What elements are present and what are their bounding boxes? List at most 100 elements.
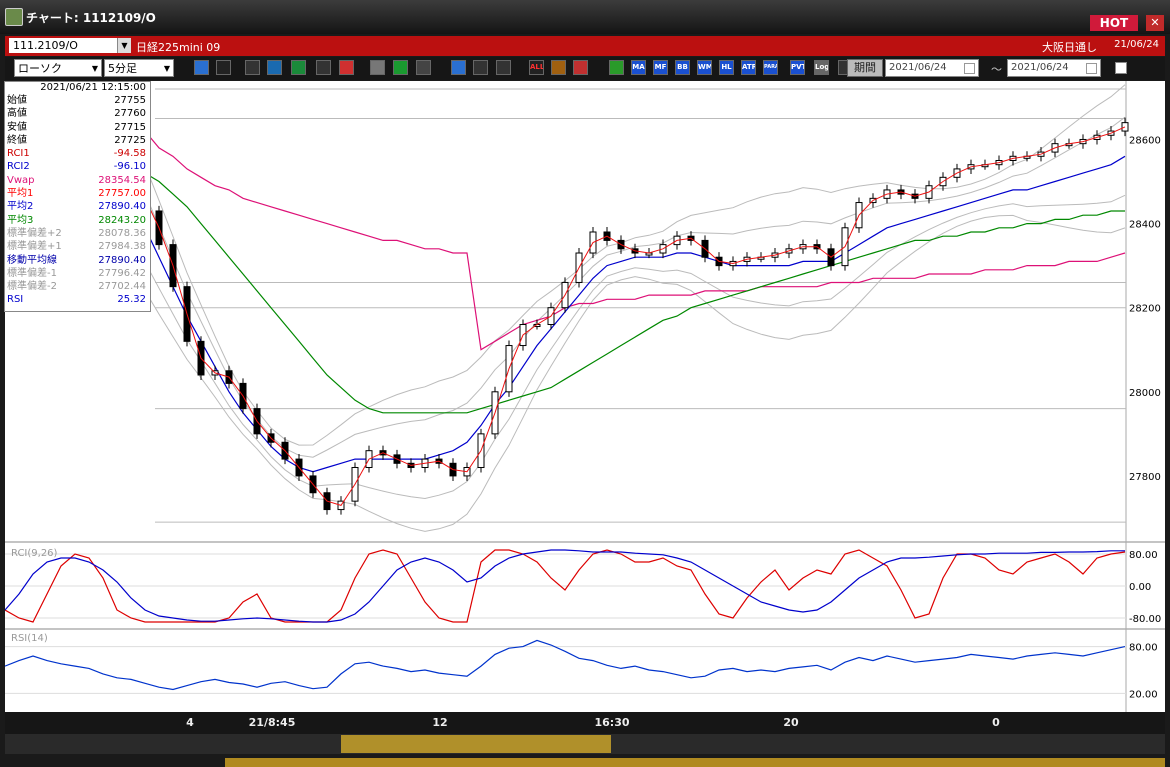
data-window: 2021/06/21 12:15:00 始値 27755 高値 27760 安値 2771…	[4, 81, 151, 312]
ma-icon[interactable]: MA	[631, 60, 646, 75]
cursor-icon[interactable]	[267, 60, 282, 75]
data-window-key: 平均2	[7, 201, 34, 213]
chart-toolbar: ローソク▼ 5分足▼ ALL MA MF BB WMR HL ATR PARA PVT Log 期…	[5, 57, 1165, 80]
rsi-tick-label: 20.00	[1129, 689, 1158, 700]
prev-bar-icon[interactable]	[473, 60, 488, 75]
bollinger-band-line	[4, 176, 1126, 532]
data-window-value: 27984.38	[98, 241, 146, 253]
calendar-icon[interactable]	[964, 63, 975, 74]
date-from-field[interactable]: 2021/06/24	[885, 59, 979, 77]
data-window-value: 27702.44	[98, 281, 146, 293]
para-icon[interactable]: PARA	[763, 60, 778, 75]
crosshair-icon[interactable]	[216, 60, 231, 75]
data-window-row: 標準偏差-2 27702.44	[5, 280, 150, 293]
all-icon[interactable]: ALL	[529, 60, 544, 75]
data-window-row: 移動平均線 27890.40	[5, 254, 150, 267]
chart-area[interactable]: 28600 28400 28200 28000 27800 80.00 0.00 -80.00…	[1, 77, 1165, 712]
data-window-key: 標準偏差+2	[7, 227, 62, 239]
data-window-value: 27890.40	[98, 254, 146, 266]
line-icon[interactable]	[370, 60, 385, 75]
rsi-panel-label: RSI(14)	[11, 633, 48, 644]
price-tick-label: 27800	[1129, 472, 1161, 483]
data-window-key: 高値	[7, 108, 27, 120]
candle-body	[1121, 122, 1129, 132]
data-window-row: RCI1 -94.58	[5, 147, 150, 160]
data-window-key: RCI2	[7, 161, 30, 173]
arrow-icon[interactable]	[393, 60, 408, 75]
scale-icon[interactable]	[291, 60, 306, 75]
market-date: 21/06/24	[1114, 39, 1159, 50]
gear-icon[interactable]	[551, 60, 566, 75]
rci-panel-label: RCI(9,26)	[11, 548, 58, 559]
date-to-field[interactable]: 2021/06/24	[1007, 59, 1101, 77]
data-window-key: 平均1	[7, 188, 34, 200]
zoom-icon[interactable]	[194, 60, 209, 75]
range-checkbox[interactable]	[1115, 62, 1127, 74]
color-icon[interactable]	[609, 60, 624, 75]
calendar-icon[interactable]	[1086, 63, 1097, 74]
time-axis: 4 21/8:45 12 16:30 20 0	[5, 712, 1165, 734]
hot-button[interactable]: HOT	[1090, 15, 1138, 31]
symbol-dropdown-icon[interactable]: ▼	[117, 38, 131, 53]
rci-tick-label: -80.00	[1129, 614, 1161, 625]
erase-icon[interactable]	[339, 60, 354, 75]
rci-tick-label: 0.00	[1129, 582, 1151, 593]
insert-icon[interactable]	[245, 60, 260, 75]
x-tick-label: 16:30	[594, 716, 630, 729]
rci-tick-label: 80.00	[1129, 550, 1158, 561]
symbol-name: 日経225mini 09	[136, 41, 221, 54]
atr-icon[interactable]: ATR	[741, 60, 756, 75]
data-window-row: 標準偏差-1 27796.42	[5, 267, 150, 280]
hand-icon[interactable]	[416, 60, 431, 75]
data-window-row: 始値 27755	[5, 94, 150, 107]
data-window-timestamp: 2021/06/21 12:15:00	[40, 82, 146, 93]
window-title: チャート: 1112109/O	[26, 11, 156, 25]
data-window-value: 25.32	[117, 294, 146, 306]
data-window-key: 移動平均線	[7, 254, 57, 266]
pvt-icon[interactable]: PVT	[790, 60, 805, 75]
data-window-key: 標準偏差-1	[7, 267, 57, 279]
data-window-key: 終値	[7, 134, 27, 146]
status-strip	[225, 758, 1165, 767]
data-window-value: 27757.00	[98, 188, 146, 200]
pen-icon[interactable]	[316, 60, 331, 75]
series-line-RCI1	[4, 549, 1126, 623]
symbol-bar: 111.2109/O ▼ 日経225mini 09 大阪日通し 21/06/24	[5, 36, 1165, 56]
brush-icon[interactable]	[573, 60, 588, 75]
data-window-value: 27890.40	[98, 201, 146, 213]
close-button[interactable]: ✕	[1146, 15, 1164, 31]
series-line-RCI2	[4, 549, 1125, 623]
app-icon	[5, 8, 23, 26]
mf-icon[interactable]: MF	[653, 60, 668, 75]
navigator-thumb[interactable]	[341, 735, 611, 753]
market-session: 大阪日通し	[1042, 41, 1097, 54]
chart-type-select[interactable]: ローソク ▼	[14, 59, 102, 77]
rsi-tick-label: 80.00	[1129, 643, 1158, 654]
navigator-scrollbar[interactable]	[5, 734, 1165, 754]
data-window-row: Vwap 28354.54	[5, 174, 150, 187]
series-line-平均3	[4, 130, 1125, 414]
x-tick-label: 12	[432, 716, 448, 729]
hl-icon[interactable]: HL	[719, 60, 734, 75]
rotate-icon[interactable]	[451, 60, 466, 75]
data-window-key: RSI	[7, 294, 24, 306]
chart-svg[interactable]: 28600 28400 28200 28000 27800 80.00 0.00 -80.00…	[1, 77, 1165, 712]
data-window-value: -96.10	[113, 161, 146, 173]
data-window-key: 標準偏差+1	[7, 241, 62, 253]
price-tick-label: 28200	[1129, 304, 1161, 315]
period-button[interactable]: 期間	[847, 59, 883, 77]
data-window-row: 標準偏差+1 27984.38	[5, 240, 150, 253]
x-tick-label: 20	[783, 716, 799, 729]
data-window-row: 平均2 27890.40	[5, 200, 150, 213]
next-bar-icon[interactable]	[496, 60, 511, 75]
bb-icon[interactable]: BB	[675, 60, 690, 75]
interval-select[interactable]: 5分足 ▼	[104, 59, 174, 77]
data-window-value: 28243.20	[98, 214, 146, 226]
symbol-input[interactable]: 111.2109/O	[9, 38, 117, 53]
data-window-row: 高値 27760	[5, 107, 150, 120]
data-window-row: 平均3 28243.20	[5, 214, 150, 227]
data-window-row: 標準偏差+2 28078.36	[5, 227, 150, 240]
data-window-value: 27755	[114, 95, 146, 106]
log-icon[interactable]: Log	[814, 60, 829, 75]
wmr-icon[interactable]: WMR	[697, 60, 712, 75]
